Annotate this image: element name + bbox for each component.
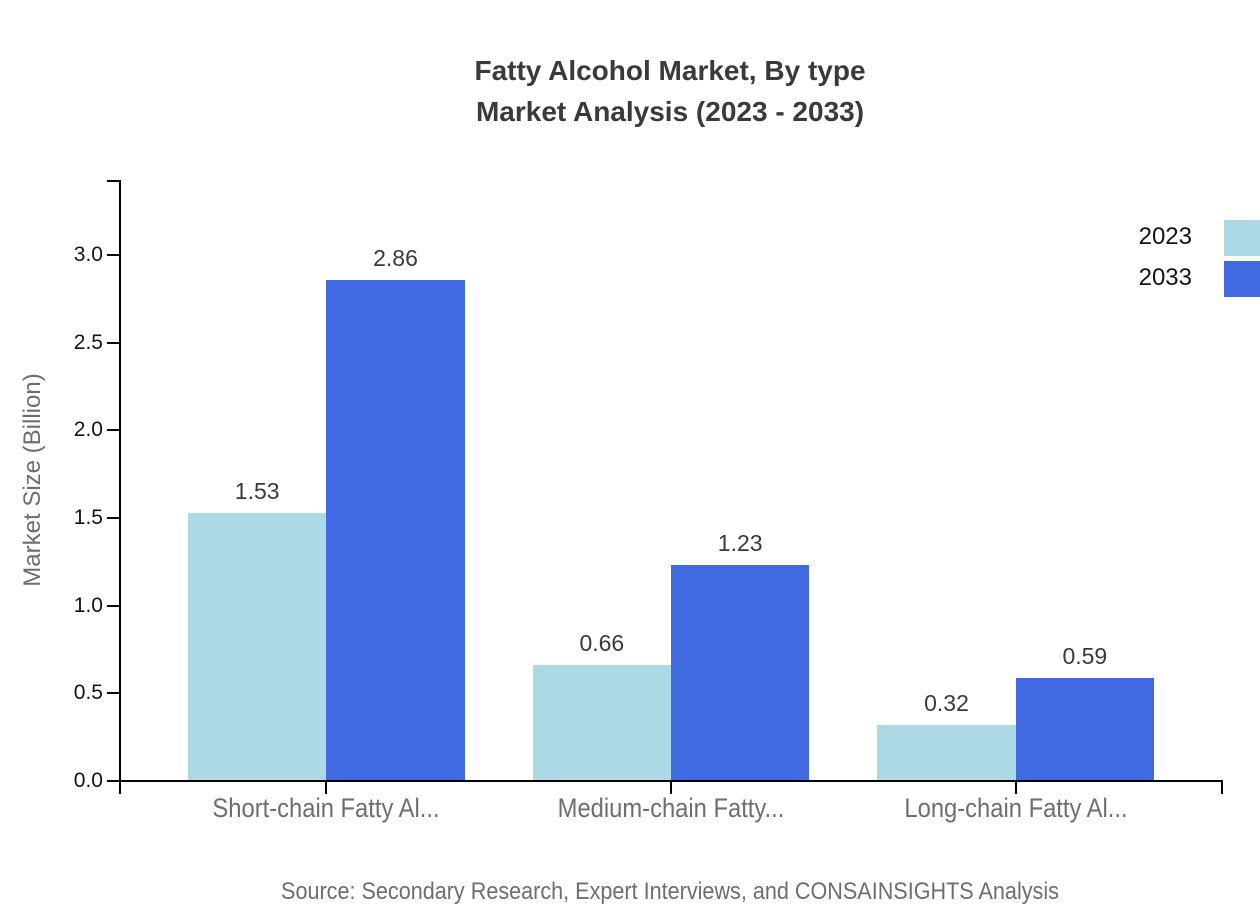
bar-2033-3 <box>1015 677 1154 780</box>
bar-2033-2 <box>671 565 810 780</box>
y-tick-label: 3.0 <box>73 243 103 266</box>
x-axis-line <box>119 780 1223 782</box>
y-axis-line <box>119 180 121 782</box>
y-tick-label: 0.0 <box>73 769 103 792</box>
chart-title-line2: Market Analysis (2023 - 2033) <box>475 96 865 127</box>
y-tick-label: 2.5 <box>73 330 103 354</box>
legend-label-2023: 2023 <box>1138 223 1192 250</box>
y-tick-mark <box>107 341 119 344</box>
bar-value-label: 1.53 <box>234 477 280 504</box>
chart-title-line1: Fatty Alcohol Market, By type <box>474 55 866 86</box>
y-tick-label: 0.5 <box>73 681 103 705</box>
chart-title: Fatty Alcohol Market, By type Market Ana… <box>40 50 1260 132</box>
y-tick-mark <box>107 429 119 432</box>
bar-value-label: 0.32 <box>924 689 969 716</box>
bar-2033-1 <box>326 279 465 780</box>
source-attribution: Source: Secondary Research, Expert Inter… <box>281 878 1059 905</box>
y-tick-mark <box>107 780 119 782</box>
bar-value-label: 2.86 <box>373 244 418 271</box>
y-tick-label: 2.0 <box>73 418 103 442</box>
bar-value-label: 0.66 <box>579 630 625 657</box>
x-axis-endcap-left <box>119 782 121 794</box>
y-tick-mark <box>107 604 119 607</box>
x-tick-mark <box>670 782 672 794</box>
bar-2023-2 <box>532 665 671 780</box>
bar-2023-3 <box>877 724 1016 780</box>
x-category-label: Medium-chain Fatty... <box>557 793 785 823</box>
bar-2023-1 <box>188 512 327 780</box>
bar-value-label: 0.59 <box>1062 642 1108 669</box>
y-tick-mark <box>107 254 119 256</box>
legend-swatch-2023 <box>1224 220 1260 256</box>
y-tick-mark <box>107 517 119 519</box>
legend-label-2033: 2033 <box>1138 264 1192 291</box>
x-axis-endcap-right <box>1221 782 1223 794</box>
x-category-label: Long-chain Fatty Al... <box>904 793 1128 823</box>
legend-swatch-2033 <box>1224 261 1260 297</box>
x-tick-mark <box>1014 782 1017 794</box>
y-tick-label: 1.0 <box>73 593 103 617</box>
x-category-label: Short-chain Fatty Al... <box>212 793 440 823</box>
x-tick-mark <box>325 782 328 794</box>
y-axis-endcap <box>107 180 119 182</box>
y-tick-mark <box>107 692 119 695</box>
bar-value-label: 1.23 <box>717 530 763 557</box>
y-tick-label: 1.5 <box>73 506 103 529</box>
